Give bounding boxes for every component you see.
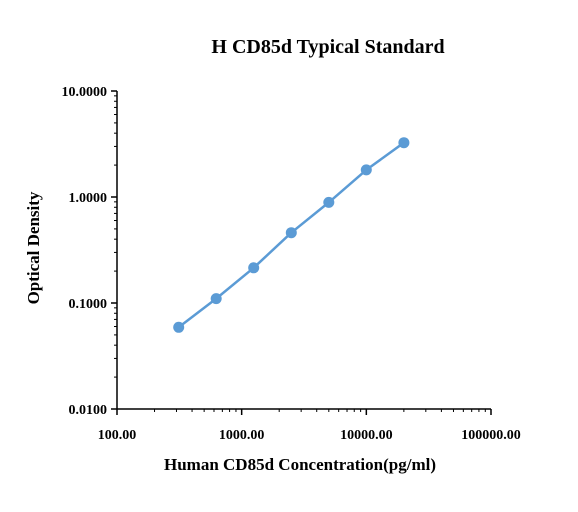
y-axis-label: Optical Density <box>24 191 43 304</box>
x-tick-label: 100000.00 <box>461 428 521 443</box>
data-point <box>398 137 410 149</box>
y-tick-label: 10.0000 <box>62 85 108 100</box>
x-tick-label: 10000.00 <box>340 428 393 443</box>
y-tick-label: 0.1000 <box>69 297 108 312</box>
y-tick-label: 1.0000 <box>69 191 108 206</box>
data-point <box>248 262 260 274</box>
x-axis-label: Human CD85d Concentration(pg/ml) <box>164 455 436 474</box>
chart-title: H CD85d Typical Standard <box>211 36 444 58</box>
y-tick-label: 0.0100 <box>69 403 108 418</box>
x-tick-label: 100.00 <box>98 428 137 443</box>
data-point <box>285 227 297 239</box>
x-tick-label: 1000.00 <box>219 428 265 443</box>
data-point <box>173 321 185 333</box>
data-point <box>210 293 222 305</box>
data-point <box>323 196 335 208</box>
plot-area: 0.0100 0.1000 1.0000 10.0000 100.00 1000.00 10… <box>62 85 521 443</box>
data-point <box>360 164 372 176</box>
